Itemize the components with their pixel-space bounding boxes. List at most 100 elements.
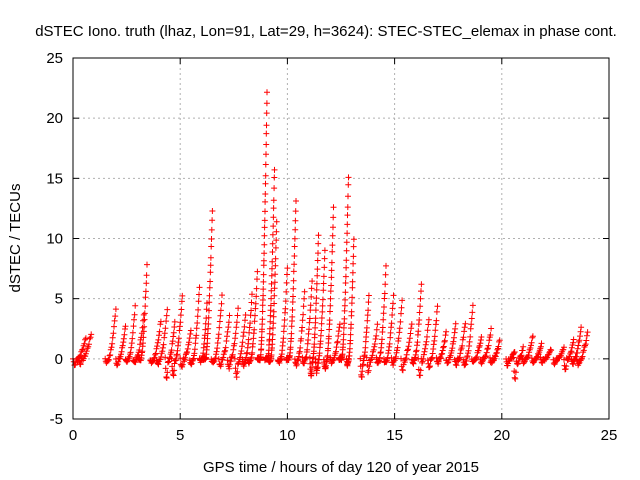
data-point [317,338,324,345]
data-point [399,367,406,374]
data-point [228,354,235,361]
data-point [140,334,147,341]
data-point [325,333,332,340]
data-point [232,330,239,337]
data-point [345,193,351,200]
data-point [162,365,169,372]
data-point [485,342,492,349]
data-point [216,324,223,331]
data-point [398,310,404,317]
data-point [518,352,525,359]
x-tick-label: 15 [386,427,403,444]
data-point [487,332,494,338]
data-point [440,344,447,351]
data-point [77,361,84,368]
data-point [205,321,212,327]
data-point [202,326,209,333]
data-point [561,344,567,351]
data-point [127,349,134,356]
data-point [379,336,385,343]
data-point [314,266,321,273]
data-point [421,348,428,355]
data-point [267,312,274,319]
data-point [128,344,135,351]
data-point [287,344,294,351]
data-point [122,323,129,330]
data-point [193,325,200,332]
data-point [270,205,277,212]
data-point [316,350,323,357]
data-point [178,306,185,313]
data-point [552,358,559,365]
data-point [82,335,89,342]
data-point [209,217,216,224]
data-point [221,348,228,355]
data-point [366,363,373,370]
data-point [83,348,90,355]
data-point [178,298,185,305]
data-point [330,214,337,221]
data-point [263,151,269,158]
data-point [417,367,424,374]
y-tick-label: 20 [46,110,63,127]
x-tick-label: 20 [493,427,510,444]
data-point [423,338,430,345]
data-point [224,357,231,364]
data-point [398,304,405,311]
data-point [229,351,236,358]
data-point [163,312,170,319]
data-point [260,292,267,299]
data-point [336,321,343,328]
data-point [305,337,312,343]
data-point [111,317,118,324]
data-point [371,343,378,350]
x-tick-label: 5 [176,427,184,444]
data-point [419,359,425,366]
data-point [266,325,273,332]
data-point [242,317,248,324]
data-point [109,334,116,341]
data-point [179,292,186,299]
data-point [289,313,296,320]
data-point [297,344,304,351]
data-point [579,353,586,360]
data-point [226,312,233,319]
data-point [225,319,232,326]
data-point [315,250,321,257]
data-point [304,346,311,353]
data-point [318,327,325,334]
data-point [292,217,299,224]
data-point [260,271,267,278]
data-point [291,243,298,250]
data-point [308,285,315,292]
data-point [155,361,162,368]
data-point [216,318,223,325]
data-point [206,299,213,306]
data-point [187,327,194,334]
data-point [341,302,348,309]
data-point [348,308,355,315]
data-point [219,292,225,299]
data-point [88,331,95,338]
data-point [345,174,352,181]
data-point [210,359,217,366]
data-point [281,317,288,323]
axis-ticks: 0 5 10 15 20 25 -5 0 5 10 15 20 25 [46,50,617,444]
data-point [328,267,335,274]
data-point [396,325,403,332]
data-point [156,328,163,335]
data-point [460,334,467,341]
data-point [273,228,280,235]
data-point [315,240,322,247]
data-point [398,355,404,362]
data-point [333,344,340,351]
data-point [142,303,149,310]
data-point [129,329,136,336]
data-point [329,242,336,249]
data-point [475,347,482,354]
data-point [362,344,369,351]
data-point [395,335,402,342]
data-point [170,329,177,336]
data-point [320,280,327,287]
